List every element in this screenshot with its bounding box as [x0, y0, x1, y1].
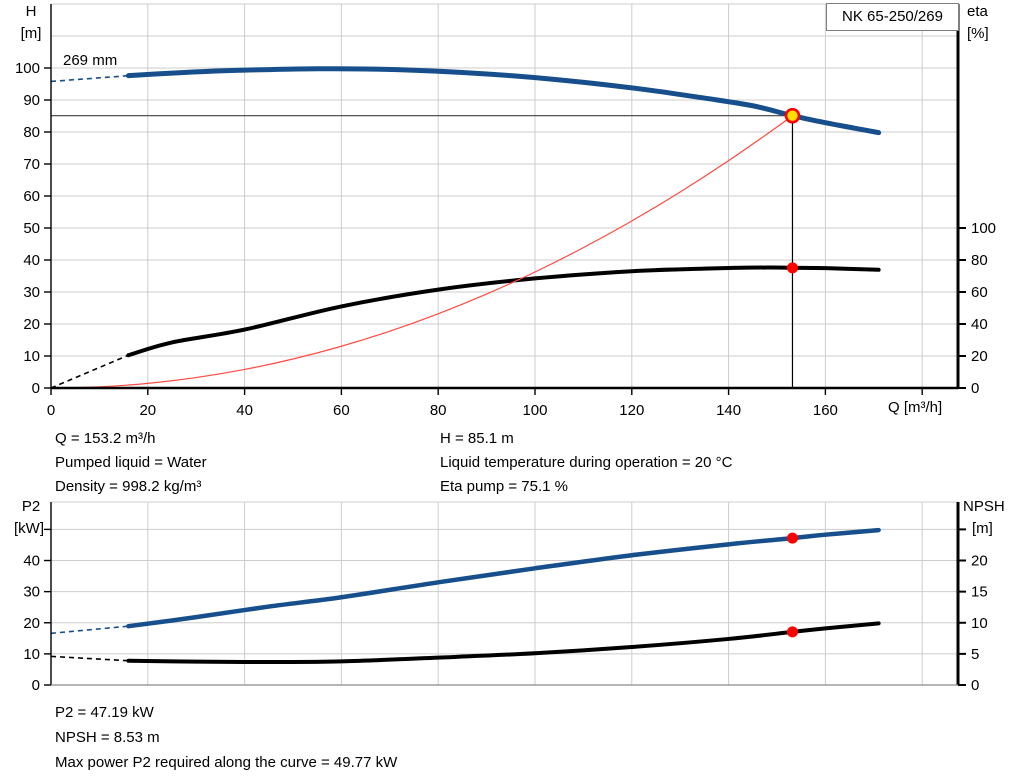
x-tick-label: 40	[236, 402, 253, 419]
pump-model-badge: NK 65-250/269	[826, 3, 959, 31]
x-tick-label: 120	[619, 402, 644, 419]
p2-curve-dashed-lead	[50, 625, 129, 635]
info-head: H = 85.1 m	[440, 430, 514, 447]
x-tick-label: 140	[716, 402, 741, 419]
y-left-tick-label: 40	[23, 252, 40, 269]
x-tick-label: 20	[139, 402, 156, 419]
y-left-tick-label: 50	[23, 220, 40, 237]
info-max-power: Max power P2 required along the curve = …	[55, 754, 398, 771]
info-power: P2 = 47.19 kW	[55, 704, 154, 721]
top-left-axis-unit-line2: [m]	[20, 25, 42, 42]
y-left-tick-label: 100	[15, 60, 40, 77]
y-right-tick-label: 0	[971, 380, 979, 397]
impeller-diameter-label: 269 mm	[63, 52, 118, 69]
y-left-tick-label: 0	[32, 677, 40, 694]
duty-point-marker	[784, 107, 801, 124]
info-npsh: NPSH = 8.53 m	[55, 729, 160, 746]
efficiency-point-marker	[786, 262, 798, 274]
y-right-tick-label: 100	[971, 220, 996, 237]
x-tick-label: 60	[333, 402, 350, 419]
head-curve	[125, 66, 882, 136]
npsh-point-marker	[786, 626, 798, 638]
y-left-tick-label: 80	[23, 124, 40, 141]
p2-curve	[126, 527, 881, 629]
y-right-tick-label: 15	[971, 584, 988, 601]
y-left-tick-label: 40	[23, 553, 40, 570]
y-left-tick-label: 70	[23, 156, 40, 173]
bottom-left-axis-unit-line1: P2	[21, 498, 41, 515]
x-tick-label: 100	[522, 402, 547, 419]
npsh-curve-dashed-lead	[50, 655, 129, 662]
top-right-axis-unit-line2: [%]	[967, 25, 989, 42]
x-tick-label: 0	[47, 402, 55, 419]
y-right-tick-label: 20	[971, 553, 988, 570]
bottom-left-axis-unit-line2: [kW]	[14, 520, 44, 537]
y-left-tick-label: 30	[23, 284, 40, 301]
y-left-tick-label: 20	[23, 615, 40, 632]
efficiency-curve	[126, 265, 881, 358]
x-tick-label: 80	[430, 402, 447, 419]
x-tick-label: 160	[813, 402, 838, 419]
y-left-tick-label: 30	[23, 584, 40, 601]
y-right-tick-label: 10	[971, 615, 988, 632]
bottom-right-axis-unit-line1: NPSH	[963, 498, 1005, 515]
y-left-tick-label: 90	[23, 92, 40, 109]
y-left-tick-label: 10	[23, 646, 40, 663]
top-right-axis-unit-line1: eta	[967, 3, 988, 20]
y-right-tick-label: 0	[971, 677, 979, 694]
y-left-tick-label: 0	[32, 380, 40, 397]
y-right-tick-label: 60	[971, 284, 988, 301]
y-left-tick-label: 60	[23, 188, 40, 205]
bottom-right-axis-unit-line2: [m]	[972, 520, 993, 537]
info-liquid: Pumped liquid = Water	[55, 454, 207, 471]
top-left-axis-unit-line1: H	[25, 3, 37, 20]
y-right-tick-label: 5	[971, 646, 979, 663]
y-right-tick-label: 40	[971, 316, 988, 333]
head-curve-dashed-lead	[50, 74, 129, 83]
y-left-tick-label: 10	[23, 348, 40, 365]
affinity-parabola	[50, 115, 794, 389]
info-temperature: Liquid temperature during operation = 20…	[440, 454, 733, 471]
y-right-tick-label: 20	[971, 348, 988, 365]
y-right-tick-label: 80	[971, 252, 988, 269]
info-flow: Q = 153.2 m³/h	[55, 430, 156, 447]
y-left-tick-label: 20	[23, 316, 40, 333]
npsh-curve	[126, 621, 881, 664]
p2-point-marker	[786, 532, 798, 544]
x-axis-title: Q [m³/h]	[888, 399, 943, 416]
info-density: Density = 998.2 kg/m³	[55, 478, 202, 495]
info-efficiency: Eta pump = 75.1 %	[440, 478, 568, 495]
efficiency-curve-dashed-lead	[50, 354, 129, 389]
